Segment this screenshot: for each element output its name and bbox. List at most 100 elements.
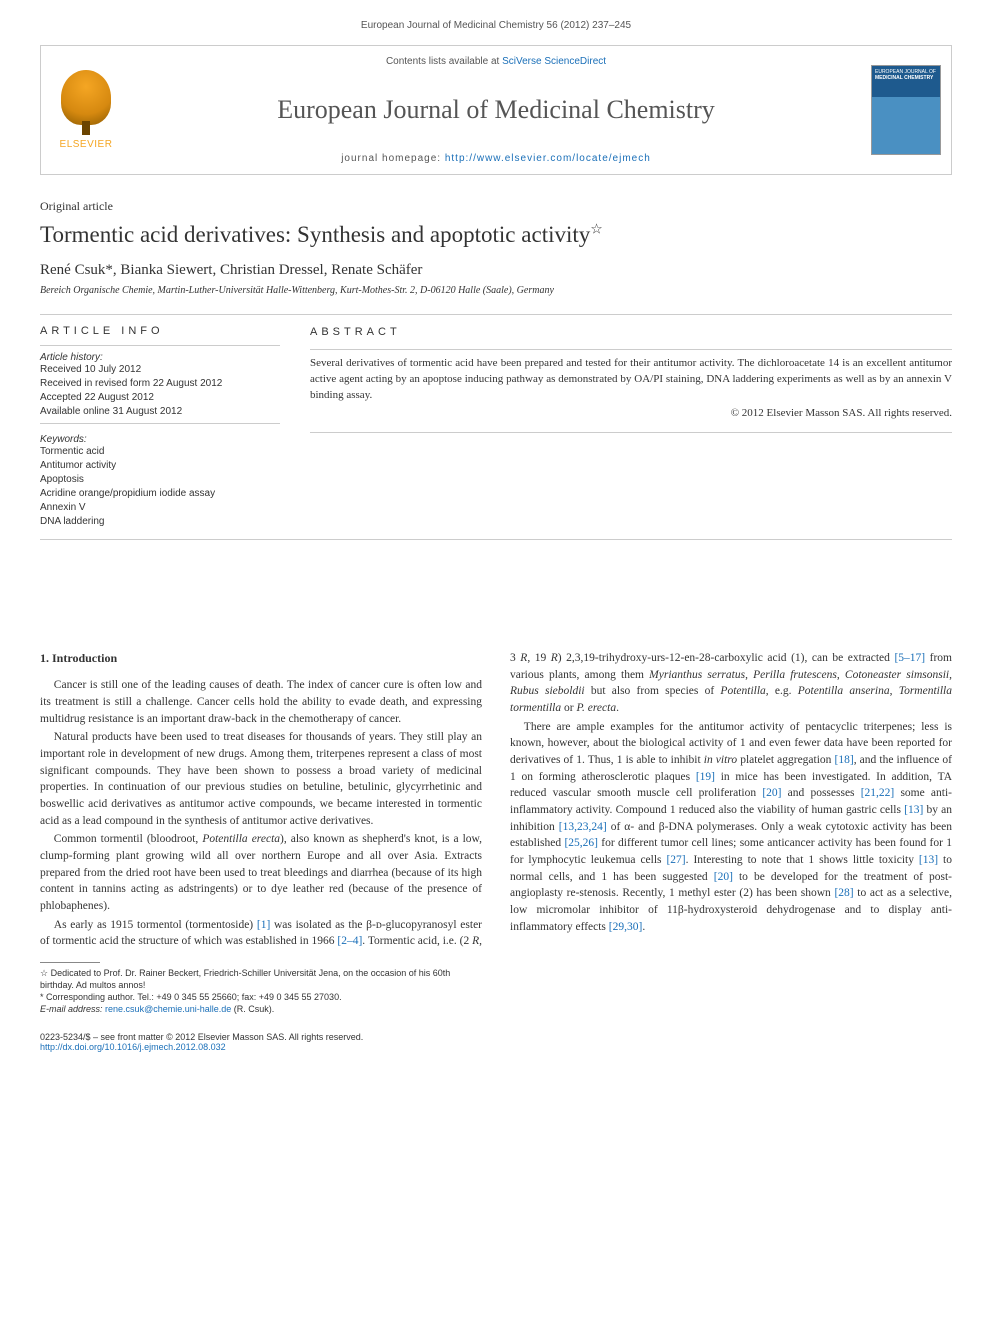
ref-link[interactable]: [13] [919, 854, 938, 866]
email-label: E-mail address: [40, 1004, 103, 1014]
contents-available: Contents lists available at SciVerse Sci… [131, 56, 861, 67]
species: Cotoneaster simsonsii [845, 669, 949, 681]
info-divider [40, 423, 280, 424]
front-matter: 0223-5234/$ – see front matter © 2012 El… [40, 1032, 363, 1042]
elsevier-label: ELSEVIER [60, 139, 113, 150]
history-label: Article history: [40, 352, 280, 363]
species: Perilla frutescens [753, 669, 837, 681]
abstract-copyright: © 2012 Elsevier Masson SAS. All rights r… [310, 406, 952, 422]
paragraph: Cancer is still one of the leading cause… [40, 677, 482, 727]
received-date: Received 10 July 2012 [40, 363, 280, 377]
divider [40, 539, 952, 540]
journal-name: European Journal of Medicinal Chemistry [131, 95, 861, 125]
keyword: Antitumor activity [40, 459, 280, 473]
text: . [642, 921, 645, 933]
email-footnote: E-mail address: rene.csuk@chemie.uni-hal… [40, 1003, 470, 1015]
keywords-label: Keywords: [40, 434, 280, 445]
text: . Interesting to note that 1 shows littl… [686, 854, 919, 866]
ref-link[interactable]: [13] [904, 804, 923, 816]
abstract-text: Several derivatives of tormentic acid ha… [310, 356, 952, 404]
accepted-date: Accepted 22 August 2012 [40, 391, 280, 405]
homepage-link[interactable]: http://www.elsevier.com/locate/ejmech [445, 153, 651, 164]
keyword: DNA laddering [40, 515, 280, 529]
cover-image: EUROPEAN JOURNAL OF MEDICINAL CHEMISTRY [871, 65, 941, 155]
dedication-footnote: ☆ Dedicated to Prof. Dr. Rainer Beckert,… [40, 967, 470, 991]
journal-homepage: journal homepage: http://www.elsevier.co… [131, 153, 861, 164]
stereo: R [551, 652, 558, 664]
title-note-symbol: ☆ [590, 222, 603, 237]
species: Potentilla [720, 685, 765, 697]
body-columns: 1. Introduction Cancer is still one of t… [40, 650, 952, 950]
abstract-divider [310, 349, 952, 350]
text: , [890, 685, 899, 697]
species: Myrianthus serratus [649, 669, 745, 681]
keyword: Tormentic acid [40, 445, 280, 459]
latin: in vitro [704, 754, 737, 766]
title-text: Tormentic acid derivatives: Synthesis an… [40, 222, 590, 247]
text: . [616, 702, 619, 714]
ref-link[interactable]: [2–4] [337, 935, 362, 947]
abstract-divider-bottom [310, 432, 952, 433]
divider [40, 314, 952, 315]
paragraph: Natural products have been used to treat… [40, 729, 482, 829]
cover-text-main: MEDICINAL CHEMISTRY [875, 75, 937, 81]
text: platelet aggregation [737, 754, 834, 766]
keyword: Annexin V [40, 501, 280, 515]
journal-center: Contents lists available at SciVerse Sci… [131, 46, 861, 174]
header-citation: European Journal of Medicinal Chemistry … [40, 20, 952, 31]
ref-link[interactable]: [27] [666, 854, 685, 866]
doi-link[interactable]: http://dx.doi.org/10.1016/j.ejmech.2012.… [40, 1042, 226, 1052]
article-info-head: ARTICLE INFO [40, 325, 280, 337]
ref-link[interactable]: [1] [257, 919, 270, 931]
corresponding-footnote: * Corresponding author. Tel.: +49 0 345 … [40, 991, 470, 1003]
homepage-prefix: journal homepage: [341, 153, 445, 164]
bottom-left: 0223-5234/$ – see front matter © 2012 El… [40, 1032, 363, 1052]
text: , [837, 669, 845, 681]
abstract: ABSTRACT Several derivatives of tormenti… [310, 325, 952, 529]
info-abstract-row: ARTICLE INFO Article history: Received 1… [40, 325, 952, 529]
abstract-head: ABSTRACT [310, 325, 952, 341]
paragraph: Common tormentil (bloodroot, Potentilla … [40, 831, 482, 914]
keyword: Acridine orange/propidium iodide assay [40, 487, 280, 501]
article-title: Tormentic acid derivatives: Synthesis an… [40, 220, 952, 250]
elsevier-logo[interactable]: ELSEVIER [41, 46, 131, 174]
text: and possesses [781, 787, 860, 799]
page-bottom: 0223-5234/$ – see front matter © 2012 El… [40, 1032, 952, 1052]
authors: René Csuk*, Bianka Siewert, Christian Dr… [40, 262, 952, 279]
revised-date: Received in revised form 22 August 2012 [40, 377, 280, 391]
journal-cover-thumb[interactable]: EUROPEAN JOURNAL OF MEDICINAL CHEMISTRY [861, 46, 951, 174]
online-date: Available online 31 August 2012 [40, 405, 280, 419]
species: Potentilla anserina [798, 685, 890, 697]
email-link[interactable]: rene.csuk@chemie.uni-halle.de [105, 1004, 231, 1014]
email-suffix: (R. Csuk). [231, 1004, 274, 1014]
text: , [949, 669, 952, 681]
ref-link[interactable]: [20] [714, 871, 733, 883]
species: Potentilla erecta [202, 833, 280, 845]
elsevier-tree-icon [61, 70, 111, 125]
species: P. erecta [576, 702, 616, 714]
ref-link[interactable]: [5–17] [894, 652, 925, 664]
ref-link[interactable]: [21,22] [861, 787, 895, 799]
section-1-head: 1. Introduction [40, 650, 482, 667]
article-type: Original article [40, 199, 952, 214]
article-info: ARTICLE INFO Article history: Received 1… [40, 325, 280, 529]
ref-link[interactable]: [18] [835, 754, 854, 766]
text: . Tormentic acid, i.e. (2 [362, 935, 472, 947]
ref-link[interactable]: [25,26] [564, 837, 598, 849]
ref-link[interactable]: [13,23,24] [559, 821, 607, 833]
species: Rubus sieboldii [510, 685, 585, 697]
ref-link[interactable]: [28] [834, 887, 853, 899]
text: ) 2,3,19-trihydroxy-urs-12-en-28-carboxy… [558, 652, 895, 664]
footnote-separator [40, 962, 100, 963]
footnotes: ☆ Dedicated to Prof. Dr. Rainer Beckert,… [40, 967, 470, 1016]
ref-link[interactable]: [20] [762, 787, 781, 799]
sciencedirect-link[interactable]: SciVerse ScienceDirect [502, 56, 606, 67]
text: Common tormentil (bloodroot, [54, 833, 203, 845]
text: As early as 1915 tormentol (tormentoside… [54, 919, 257, 931]
contents-prefix: Contents lists available at [386, 56, 502, 67]
journal-header-box: ELSEVIER Contents lists available at Sci… [40, 45, 952, 175]
text: or [561, 702, 576, 714]
ref-link[interactable]: [29,30] [609, 921, 643, 933]
ref-link[interactable]: [19] [696, 771, 715, 783]
affiliation: Bereich Organische Chemie, Martin-Luther… [40, 285, 952, 296]
